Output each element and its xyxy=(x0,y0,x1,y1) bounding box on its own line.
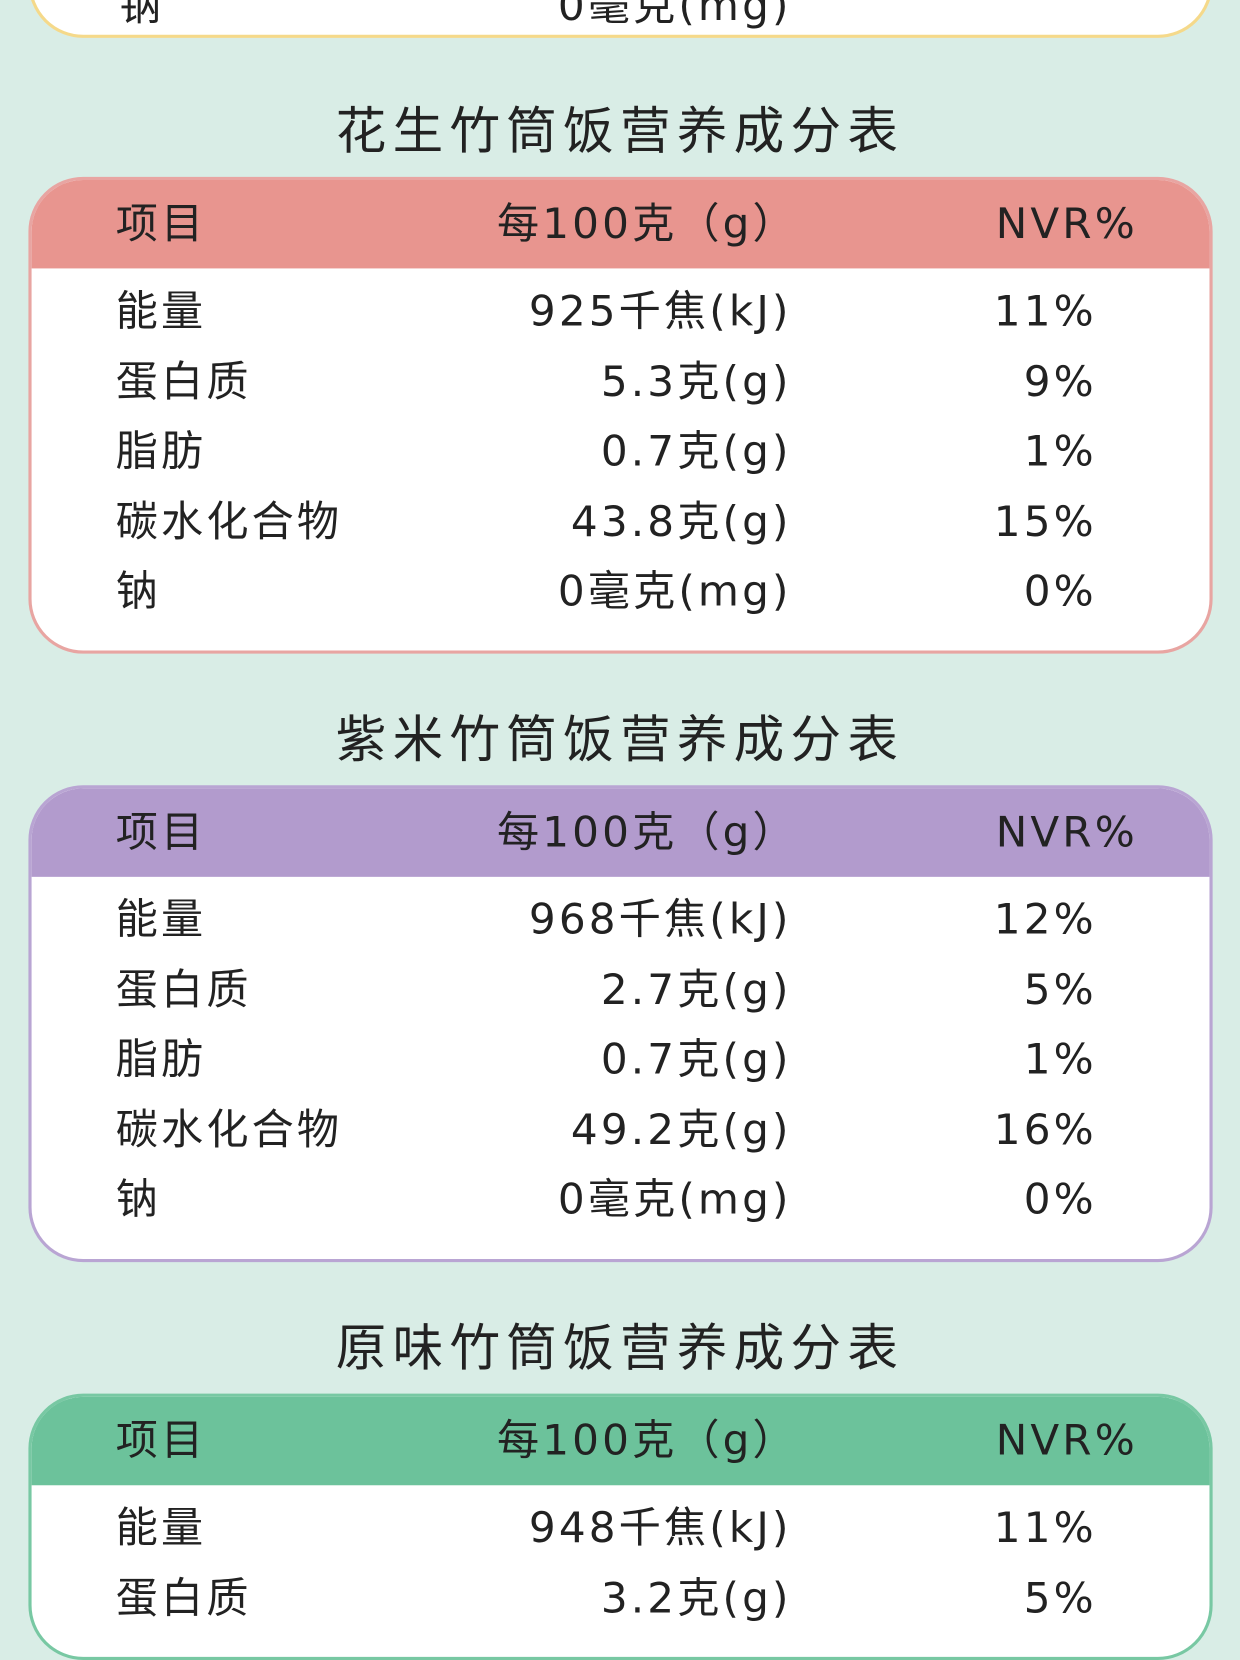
table-card: 项目 每100克（g） NVR% 能量 925千焦(kJ) 11% 蛋白质 5.3克(g) 9%… xyxy=(28,176,1213,654)
header-cell: 每100克（g） xyxy=(496,808,798,857)
row-amount: 5.3克(g) xyxy=(600,357,792,406)
row-label: 蛋白质 xyxy=(115,965,252,1015)
row-nvr: 5% xyxy=(1023,1574,1097,1623)
row-amount: 0毫克(mg) xyxy=(557,567,792,616)
row-amount: 0.7克(g) xyxy=(600,427,792,476)
table-header: 项目 每100克（g） NVR% xyxy=(31,788,1210,877)
section-title: 紫米竹筒饭营养成分表 xyxy=(335,710,905,770)
row-nvr: 16% xyxy=(993,1105,1097,1155)
row-amount: 968千焦(kJ) xyxy=(528,895,792,945)
table-card: 项目 每100克（g） NVR% 能量 948千焦(kJ) 11% 蛋白质 3.2克(g) 5% xyxy=(28,1393,1213,1660)
header-cell: 每100克（g） xyxy=(496,199,798,249)
row-label: 钠 xyxy=(118,0,165,31)
row-nvr: 5% xyxy=(1023,965,1097,1015)
row-amount: 0.7克(g) xyxy=(600,1035,792,1085)
row-label: 蛋白质 xyxy=(115,357,252,406)
table-card: 项目 每100克（g） NVR% 能量 968千焦(kJ) 12% 蛋白质 2.7克(g) 5%… xyxy=(28,785,1213,1262)
row-nvr: 15% xyxy=(993,497,1097,546)
row-label: 钠 xyxy=(115,567,162,616)
row-nvr: 11% xyxy=(993,287,1097,336)
row-nvr: 0% xyxy=(1023,567,1097,616)
row-label: 能量 xyxy=(115,1504,207,1553)
row-amount: 2.7克(g) xyxy=(600,965,792,1015)
header-cell: NVR% xyxy=(995,199,1138,249)
row-label: 碳水化合物 xyxy=(115,497,343,546)
card: 钠 0毫克(mg) xyxy=(28,0,1213,38)
row-nvr: 1% xyxy=(1023,427,1097,476)
header-cell: NVR% xyxy=(995,1416,1138,1466)
header-cell: 项目 xyxy=(115,808,207,857)
header-cell: 每100克（g） xyxy=(496,1416,798,1466)
header-cell: 项目 xyxy=(115,199,207,249)
row-label: 钠 xyxy=(115,1175,162,1225)
row-amount: 948千焦(kJ) xyxy=(528,1504,792,1553)
row-nvr: 12% xyxy=(993,895,1097,945)
row-nvr: 0% xyxy=(1023,1175,1097,1225)
row-nvr: 11% xyxy=(993,1504,1097,1553)
row-amount: 3.2克(g) xyxy=(600,1574,792,1623)
header-cell: NVR% xyxy=(995,808,1138,857)
row-label: 碳水化合物 xyxy=(115,1105,343,1155)
section-title: 花生竹筒饭营养成分表 xyxy=(335,102,905,162)
row-label: 能量 xyxy=(115,287,207,336)
row-amount: 925千焦(kJ) xyxy=(528,287,792,336)
row-amount: 0毫克(mg) xyxy=(557,0,792,31)
row-label: 能量 xyxy=(115,895,207,945)
row-nvr: 1% xyxy=(1023,1035,1097,1085)
header-cell: 项目 xyxy=(115,1416,207,1466)
row-label: 脂肪 xyxy=(115,1035,207,1085)
table-header: 项目 每100克（g） NVR% xyxy=(31,1396,1210,1486)
row-nvr: 9% xyxy=(1023,357,1097,406)
row-label: 脂肪 xyxy=(115,427,207,476)
section-title: 原味竹筒饭营养成分表 xyxy=(335,1318,905,1378)
row-label: 蛋白质 xyxy=(115,1574,252,1623)
row-amount: 49.2克(g) xyxy=(570,1105,792,1155)
row-amount: 0毫克(mg) xyxy=(557,1175,792,1225)
table-header: 项目 每100克（g） NVR% xyxy=(31,179,1210,269)
row-amount: 43.8克(g) xyxy=(570,497,792,546)
